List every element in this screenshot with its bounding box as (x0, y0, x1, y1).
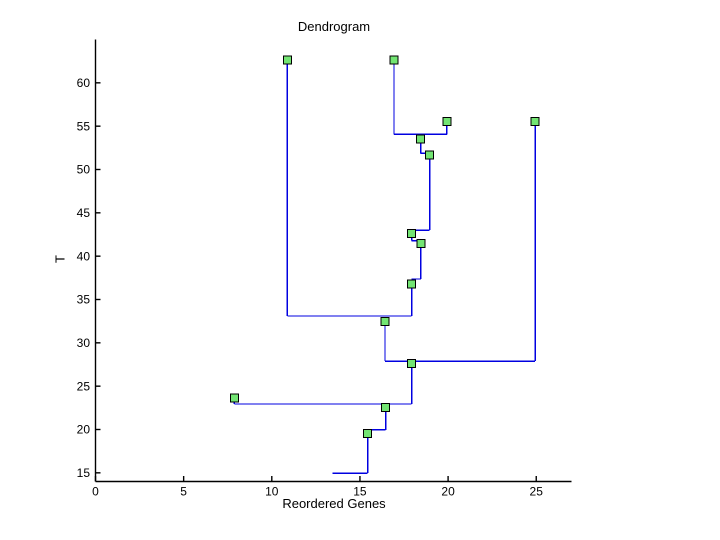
dendrogram-node-marker[interactable] (389, 55, 399, 65)
dendrogram-node-marker[interactable] (381, 403, 391, 413)
dendrogram-node-marker[interactable] (380, 317, 390, 327)
y-tick-label: 40 (77, 249, 91, 263)
dendrogram-node-marker[interactable] (416, 134, 426, 144)
y-axis-label: T (52, 255, 68, 263)
y-tick-label: 60 (77, 76, 91, 90)
dendrogram-node-marker[interactable] (407, 279, 417, 289)
dendrogram-node-marker[interactable] (363, 429, 373, 439)
y-tick-label: 20 (77, 423, 91, 437)
dendrogram-node-marker[interactable] (229, 393, 239, 403)
dendrogram-node-marker[interactable] (442, 116, 452, 126)
chart-title: Dendrogram (297, 19, 371, 34)
x-tick-label: 15 (353, 485, 367, 499)
x-axis-label: Reordered Genes (282, 496, 386, 511)
y-tick-label: 30 (77, 336, 91, 350)
y-tick-label: 55 (77, 119, 91, 133)
x-tick-label: 10 (265, 485, 279, 499)
dendrogram-node-marker[interactable] (530, 116, 540, 126)
y-tick-label: 35 (77, 293, 91, 307)
dendrogram-node-marker[interactable] (416, 238, 426, 248)
x-tick-label: 0 (92, 485, 99, 499)
y-tick-label: 15 (77, 466, 91, 480)
y-tick-label: 25 (77, 379, 91, 393)
dendrogram-node-marker[interactable] (407, 358, 417, 368)
dendrogram-node-marker[interactable] (425, 150, 435, 160)
x-tick-label: 25 (530, 485, 544, 499)
x-tick-label: 5 (180, 485, 187, 499)
x-tick-label: 20 (441, 485, 455, 499)
y-tick-label: 50 (77, 163, 91, 177)
y-tick-label: 45 (77, 206, 91, 220)
dendrogram-node-marker[interactable] (407, 229, 417, 239)
dendrogram-node-marker[interactable] (282, 55, 292, 65)
